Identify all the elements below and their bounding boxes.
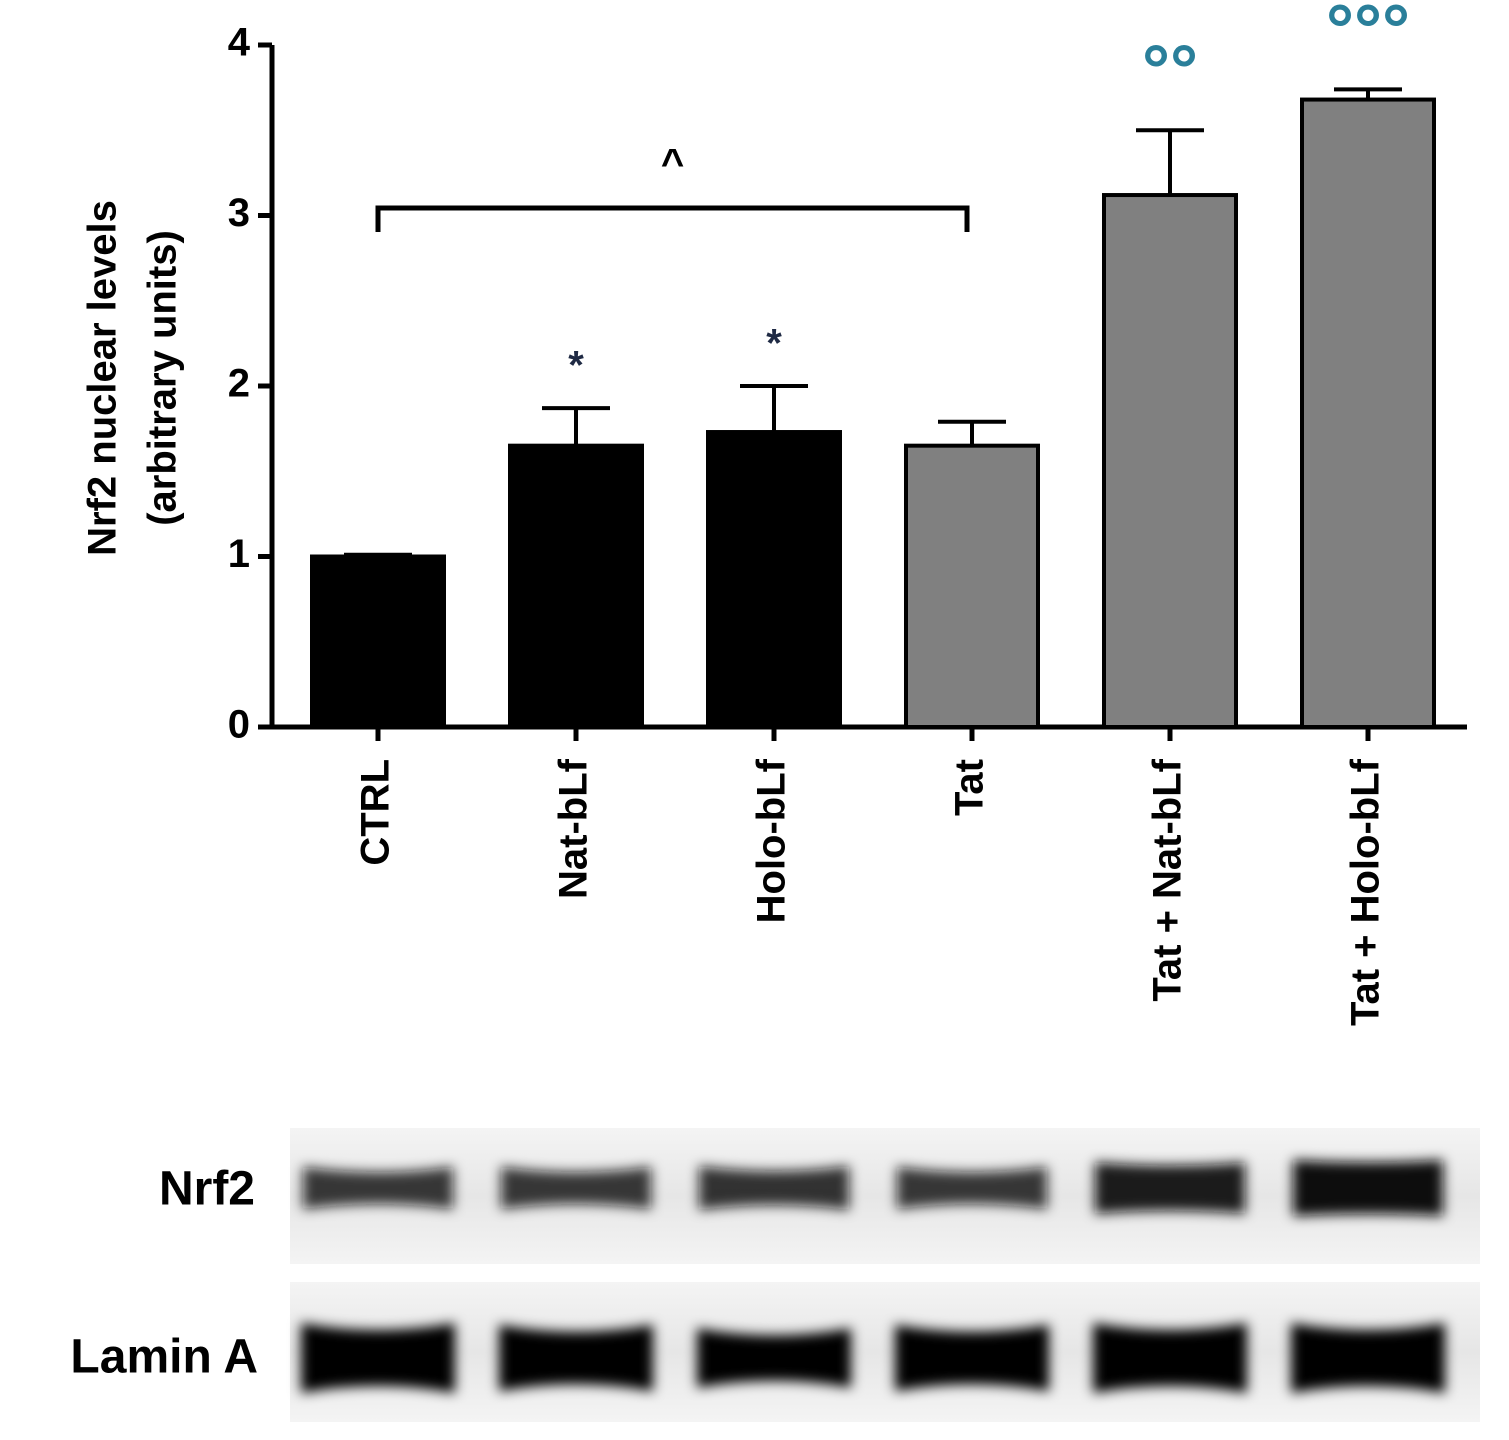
blot-band — [1291, 1323, 1445, 1393]
y-tick-label: 3 — [228, 191, 250, 235]
bar — [706, 430, 842, 729]
significance-marker: * — [568, 344, 584, 388]
significance-marker: °° — [1142, 31, 1198, 109]
bar — [310, 554, 446, 729]
bar — [1102, 193, 1238, 730]
x-tick-label: Nat-bLf — [552, 758, 596, 899]
blot-band — [1093, 1323, 1247, 1393]
blot-band — [699, 1166, 849, 1210]
blot-panel — [290, 1282, 1480, 1422]
blot-band — [303, 1166, 453, 1210]
x-tick-label: Tat + Nat-bLf — [1146, 758, 1190, 1001]
y-label-line: (arbitrary units) — [141, 230, 185, 526]
blot-bands — [301, 1160, 1445, 1393]
blot-band — [501, 1166, 651, 1210]
y-axis-label: Nrf2 nuclear levels (arbitrary units) — [81, 200, 185, 556]
x-tick-label: Tat — [948, 759, 992, 816]
blot-band — [1293, 1160, 1443, 1216]
y-tick-label: 4 — [228, 21, 251, 65]
significance-marker: * — [766, 322, 782, 366]
bracket — [375, 205, 970, 232]
y-tick-label: 2 — [228, 362, 250, 406]
y-tick-label: 1 — [228, 532, 250, 576]
blot-band — [895, 1324, 1049, 1392]
x-tick-label: CTRL — [354, 759, 398, 866]
x-tick-label: Tat + Holo-bLf — [1344, 758, 1388, 1026]
x-tick-label: Holo-bLf — [750, 758, 794, 923]
y-label-line: Nrf2 nuclear levels — [81, 200, 125, 556]
blot-band — [1095, 1162, 1245, 1214]
y-tick-label: 0 — [228, 703, 250, 747]
significance-marker: °°° — [1326, 0, 1410, 68]
bar — [508, 443, 644, 729]
blot-band — [301, 1323, 455, 1393]
blot-band — [697, 1328, 851, 1388]
bracket-label: ^ — [661, 142, 684, 186]
blot-label: Lamin A — [70, 1331, 258, 1384]
blot-panel — [290, 1128, 1480, 1264]
blot-band — [499, 1324, 653, 1392]
bar — [904, 443, 1040, 729]
blot-band — [897, 1166, 1047, 1210]
blot-label: Nrf2 — [159, 1163, 255, 1216]
bar — [1300, 97, 1436, 729]
